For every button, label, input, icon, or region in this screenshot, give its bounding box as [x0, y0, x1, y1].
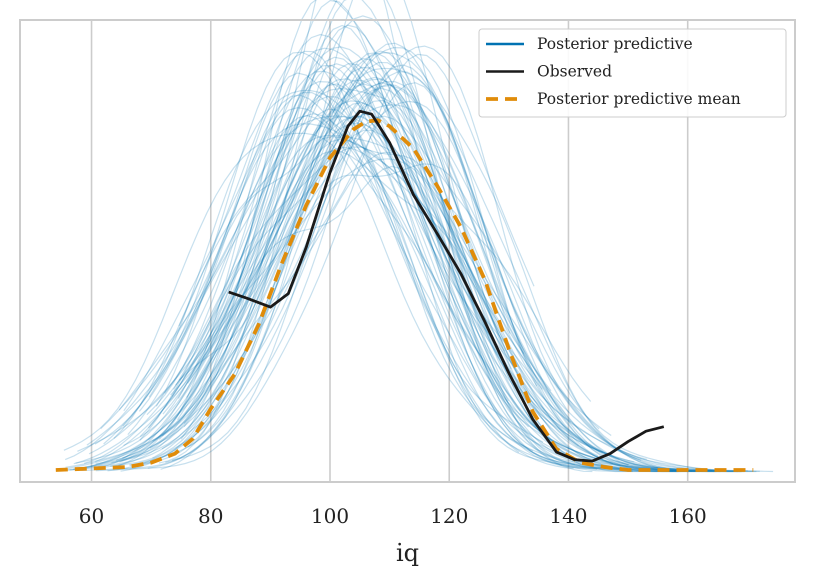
posterior-predictive-curve — [63, 132, 574, 470]
x-tick-label: 140 — [549, 504, 587, 528]
posterior-predictive-curve — [139, 78, 677, 472]
posterior-predictive-curve — [122, 100, 642, 461]
legend-label: Posterior predictive — [537, 35, 693, 53]
posterior-predictive-curve — [84, 115, 693, 472]
posterior-predictive-curve — [135, 42, 628, 468]
posterior-predictive-curve — [81, 64, 717, 471]
posterior-predictive-curve — [139, 63, 632, 471]
posterior-predictive-curve — [146, 115, 630, 470]
posterior-predictive-curve — [88, 113, 760, 472]
posterior-predictive-curve — [165, 45, 702, 472]
posterior-predictive-curve — [152, 151, 592, 442]
x-tick-label: 100 — [311, 504, 349, 528]
posterior-predictive-curve — [147, 71, 739, 473]
posterior-predictive-curve — [121, 79, 659, 469]
summary-series — [55, 109, 754, 472]
posterior-predictive-curve — [158, 33, 562, 466]
posterior-predictive-curve — [129, 82, 774, 473]
posterior-predictive-curve — [162, 100, 727, 472]
posterior-predictive-curve — [107, 51, 511, 472]
posterior-predictive-curve — [111, 66, 684, 471]
x-tick-label: 80 — [198, 504, 223, 528]
posterior-predictive-curve — [103, 94, 534, 452]
posterior-predictive-curve — [113, 108, 633, 471]
posterior-predictive-curve — [178, 138, 716, 472]
plot-frame — [19, 19, 796, 483]
observed-line — [228, 109, 665, 463]
posterior-predictive-curve — [148, 83, 570, 456]
posterior-predictive-curve — [63, 46, 530, 472]
posterior-predictive-curve — [164, 146, 604, 453]
posterior-predictive-curve — [77, 129, 543, 452]
posterior-predictive-curve — [68, 82, 552, 469]
x-axis-ticks: 60 80 100 120 140 160 — [79, 504, 707, 528]
legend-box — [478, 28, 787, 118]
posterior-predictive-curve — [115, 62, 742, 473]
legend-label: Posterior predictive mean — [537, 90, 741, 108]
posterior-predictive-curve — [175, 146, 748, 472]
posterior-predictive-curve — [180, 0, 593, 473]
x-axis-label: iq — [396, 539, 419, 567]
posterior-predictive-curve — [61, 67, 635, 471]
posterior-predictive-curve — [176, 24, 509, 421]
legend: Posterior predictive Observed Posterior pr… — [478, 28, 787, 118]
posterior-predictive-curve — [138, 95, 721, 473]
posterior-predictive-curve — [177, 0, 671, 472]
posterior-predictive-mean-line — [55, 118, 754, 472]
posterior-predictive-curve — [122, 51, 598, 470]
legend-label: Observed — [537, 63, 612, 81]
posterior-predictive-curve — [95, 53, 535, 472]
posterior-predictive-curve — [84, 78, 622, 468]
posterior-predictive-curve — [110, 61, 630, 467]
posterior-predictive-curve — [183, 15, 587, 465]
posterior-predictive-curve — [158, 0, 687, 473]
posterior-predictive-curve — [98, 115, 600, 467]
posterior-predictive-curve — [161, 135, 512, 437]
posterior-predictive-curve — [127, 47, 575, 466]
posterior-predictive-curve — [118, 114, 701, 472]
posterior-predictive-curve — [100, 107, 745, 473]
posterior-predictive-curve — [123, 165, 572, 447]
posterior-predictive-curve — [79, 76, 742, 473]
posterior-predictive-curve — [161, 104, 735, 472]
posterior-predictive-curve — [178, 50, 520, 453]
posterior-predictive-curve — [187, 46, 538, 448]
posterior-predictive-curve — [94, 89, 704, 472]
posterior-predictive-curve — [86, 123, 544, 446]
posterior-predictive-curve — [148, 113, 525, 441]
posterior-predictive-curve — [95, 83, 579, 465]
posterior-predictive-curve — [187, 87, 537, 429]
posterior-predictive-curve — [160, 0, 582, 470]
posterior-predictive-curve — [65, 158, 647, 468]
x-tick-label: 160 — [669, 504, 707, 528]
posterior-predictive-curve — [118, 24, 602, 469]
posterior-predictive-curve — [69, 99, 678, 471]
gridlines — [90, 20, 689, 482]
posterior-predictive-curve — [119, 163, 612, 463]
posterior-predictive-curve — [170, 150, 726, 471]
x-tick-label: 60 — [79, 504, 104, 528]
x-tick-label: 120 — [430, 504, 468, 528]
posterior-predictive-curve — [72, 81, 753, 472]
posterior-predictive-curve — [75, 102, 506, 464]
posterior-predictive-curve — [171, 83, 629, 466]
posterior-predictive-curve — [120, 0, 640, 472]
